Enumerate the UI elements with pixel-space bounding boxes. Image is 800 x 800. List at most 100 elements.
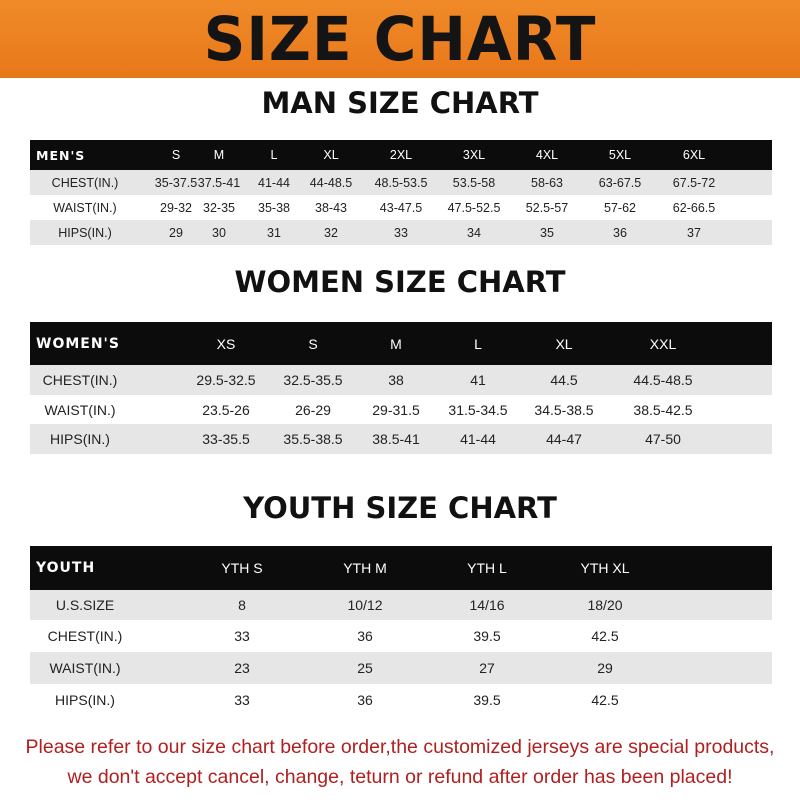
row-label: YOUTH (36, 560, 96, 576)
table-row: WAIST(IN.) 29-32 32-35 35-38 38-43 43-47.5 47.… (30, 195, 772, 220)
table-cell: S (171, 148, 181, 162)
men-heading: MAN SIZE CHART (261, 86, 539, 120)
row-label: U.S.SIZE (55, 597, 115, 613)
table-row: CHEST(IN.) 33 36 39.5 42.5 (30, 620, 772, 652)
table-row: WAIST(IN.) 23.5-26 26-29 29-31.5 31.5-34.5 34… (30, 395, 772, 424)
table-cell: 32.5-35.5 (283, 372, 343, 388)
table-cell: 6XL (682, 148, 706, 162)
table-cell: 25 (357, 660, 373, 676)
header-row: WOMEN'S XS S M L XL XXL (30, 322, 772, 365)
table-cell: YTH XL (580, 560, 630, 576)
table-cell: 41-44 (460, 431, 496, 447)
row-label: WOMEN'S (36, 335, 120, 352)
row-label: MEN'S (36, 147, 86, 163)
table-cell: 47-50 (645, 431, 681, 447)
table-cell: 37.5-41 (197, 175, 241, 190)
table-cell: 47.5-52.5 (447, 200, 501, 215)
page-title: SIZE CHART (203, 3, 597, 75)
table-cell: 63-67.5 (598, 175, 642, 190)
row-label: HIPS(IN.) (55, 691, 115, 708)
table-cell: 29-31.5 (372, 401, 420, 418)
table-cell: 37 (687, 225, 701, 240)
youth-size-table: YOUTH YTH S YTH M YTH L YTH XL U.S.SIZE 8 10/12… (30, 546, 772, 715)
table-cell: 34.5-38.5 (534, 401, 594, 418)
row-label: CHEST(IN.) (47, 628, 123, 644)
table-cell: 41-44 (258, 175, 290, 190)
title-banner: SIZE CHART (0, 0, 800, 78)
table-cell: L (474, 335, 482, 352)
table-cell: 33-35.5 (202, 431, 250, 447)
table-cell: 2XL (389, 148, 413, 162)
table-cell: 48.5-53.5 (374, 175, 428, 190)
table-cell: 32-35 (203, 200, 235, 215)
table-cell: L (270, 148, 278, 162)
table-cell: 34 (467, 225, 481, 240)
row-label: HIPS(IN.) (50, 431, 110, 447)
youth-heading: YOUTH SIZE CHART (243, 491, 557, 525)
table-cell: 31.5-34.5 (448, 401, 508, 418)
table-cell: S (308, 335, 318, 352)
table-cell: YTH S (221, 560, 263, 576)
table-cell: 36 (357, 628, 373, 644)
row-label: HIPS(IN.) (58, 225, 112, 240)
table-cell: 62-66.5 (672, 200, 716, 215)
table-cell: 36 (357, 691, 373, 708)
table-cell: 43-47.5 (379, 200, 423, 215)
table-cell: 3XL (462, 148, 486, 162)
table-cell: 38.5-42.5 (633, 401, 693, 418)
table-cell: 44-47 (546, 431, 582, 447)
table-cell: 10/12 (347, 597, 383, 613)
table-cell: 57-62 (604, 200, 636, 215)
table-cell: 42.5 (591, 628, 619, 644)
table-cell: YTH L (467, 560, 507, 576)
row-label: CHEST(IN.) (42, 372, 118, 388)
table-cell: 14/16 (469, 597, 505, 613)
table-cell: XL (323, 148, 339, 162)
table-cell: 42.5 (591, 691, 619, 708)
table-cell: 29-32 (160, 200, 192, 215)
table-cell: XL (555, 335, 573, 352)
table-row: CHEST(IN.) 35-37.5 37.5-41 41-44 44-48.5 48.5… (30, 170, 772, 195)
table-cell: 27 (479, 660, 495, 676)
table-cell: 33 (234, 628, 250, 644)
notice-line-1: Please refer to our size chart before or… (25, 736, 775, 758)
table-cell: 38.5-41 (372, 431, 420, 447)
row-label: WAIST(IN.) (49, 660, 121, 676)
table-cell: XXL (649, 335, 677, 352)
women-heading: WOMEN SIZE CHART (234, 265, 566, 299)
table-cell: 53.5-58 (452, 175, 496, 190)
table-cell: 67.5-72 (672, 175, 716, 190)
notice-line-2: we don't accept cancel, change, teturn o… (67, 766, 733, 788)
table-cell: 44-48.5 (309, 175, 353, 190)
table-cell: 32 (324, 225, 338, 240)
table-cell: 29 (169, 225, 183, 240)
table-cell: M (213, 148, 225, 162)
table-cell: 58-63 (531, 175, 563, 190)
table-cell: 39.5 (473, 691, 501, 708)
table-row: HIPS(IN.) 29 30 31 32 33 34 35 36 37 (30, 220, 772, 245)
table-cell: 35-38 (258, 200, 290, 215)
table-cell: XS (216, 335, 236, 352)
table-cell: 29.5-32.5 (196, 372, 256, 388)
table-cell: 44.5-48.5 (633, 372, 693, 388)
table-cell: 8 (238, 597, 246, 613)
women-size-table: WOMEN'S XS S M L XL XXL CHEST(IN.) 29.5-32.5 32.5… (30, 322, 772, 454)
table-cell: 5XL (608, 148, 632, 162)
table-cell: 33 (394, 225, 408, 240)
table-row: U.S.SIZE 8 10/12 14/16 18/20 (30, 590, 772, 620)
table-cell: M (390, 335, 402, 352)
men-size-table: MEN'S S M L XL 2XL 3XL 4XL 5XL 6XL CHEST(IN.) 35-37… (30, 140, 772, 245)
table-cell: 39.5 (473, 628, 501, 644)
table-cell: 4XL (535, 148, 559, 162)
table-cell: 30 (212, 225, 226, 240)
table-row: HIPS(IN.) 33 36 39.5 42.5 (30, 684, 772, 715)
table-cell: 35 (540, 225, 554, 240)
header-row: YOUTH YTH S YTH M YTH L YTH XL (30, 546, 772, 590)
table-cell: 41 (470, 372, 486, 388)
table-cell: 23 (234, 660, 250, 676)
table-cell: 35-37.5 (154, 175, 198, 190)
table-cell: 52.5-57 (525, 200, 569, 215)
table-cell: 33 (234, 691, 250, 708)
table-cell: YTH M (343, 560, 387, 576)
header-row: MEN'S S M L XL 2XL 3XL 4XL 5XL 6XL (30, 140, 772, 170)
